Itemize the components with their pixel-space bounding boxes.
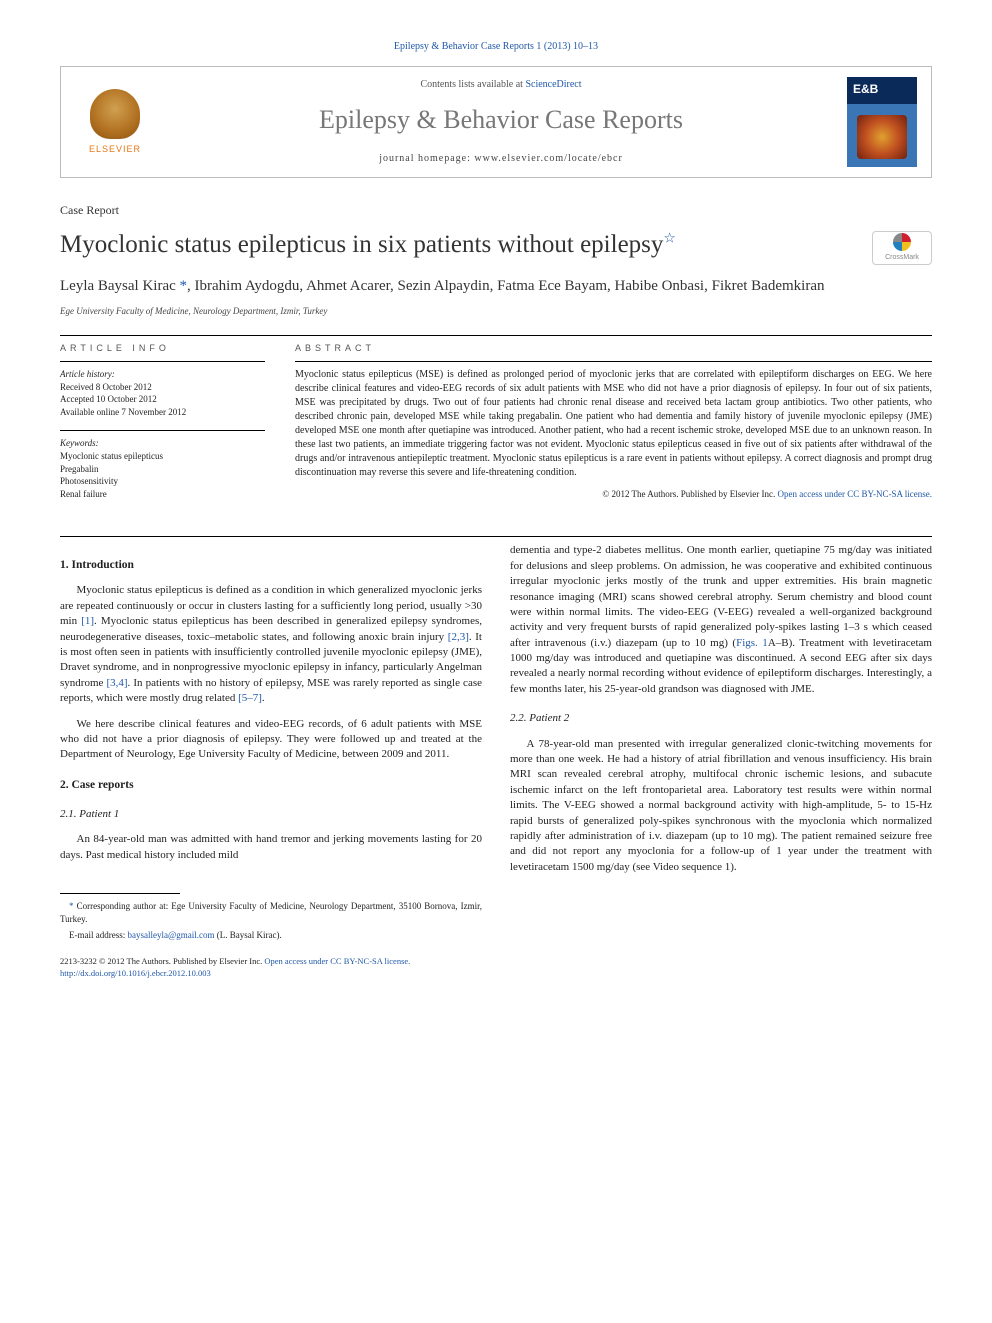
cover-badge: E&B [853,81,878,98]
divider [60,335,932,336]
paragraph: An 84-year-old man was admitted with han… [60,832,482,863]
email-suffix: (L. Baysal Kirac). [215,930,282,940]
keyword: Pregabalin [60,463,265,476]
section-heading: 2. Case reports [60,777,482,793]
abstract-head: ABSTRACT [295,342,932,355]
abstract-column: ABSTRACT Myoclonic status epilepticus (M… [295,342,932,512]
crossmark-icon [893,233,911,251]
cc-license-link[interactable]: Open access under CC BY-NC-SA license. [778,489,932,499]
keywords-label: Keywords: [60,437,265,450]
article-info-head: ARTICLE INFO [60,342,265,355]
paragraph: dementia and type-2 diabetes mellitus. O… [510,543,932,697]
elsevier-logo[interactable]: ELSEVIER [75,82,155,162]
keyword: Photosensitivity [60,475,265,488]
journal-cover-thumbnail[interactable]: E&B [847,77,917,167]
copyright-text: © 2012 The Authors. Published by Elsevie… [602,489,777,499]
asterisk-icon: * [69,901,74,911]
received-date: Received 8 October 2012 [60,381,265,394]
doi-link[interactable]: http://dx.doi.org/10.1016/j.ebcr.2012.10… [60,968,211,978]
footnote-rule [60,893,180,894]
journal-citation[interactable]: Epilepsy & Behavior Case Reports 1 (2013… [60,40,932,54]
figure-link[interactable]: Figs. 1 [736,637,768,649]
keyword: Myoclonic status epilepticus [60,450,265,463]
open-access-star-icon[interactable]: ☆ [663,231,676,246]
affiliation: Ege University Faculty of Medicine, Neur… [60,305,932,318]
corresponding-footnote: * Corresponding author at: Ege Universit… [60,900,482,925]
paragraph: We here describe clinical features and v… [60,717,482,763]
crossmark-badge[interactable]: CrossMark [872,231,932,265]
right-column: dementia and type-2 diabetes mellitus. O… [510,543,932,979]
divider [295,361,932,362]
divider [60,430,265,431]
left-column: 1. Introduction Myoclonic status epilept… [60,543,482,979]
homepage-line: journal homepage: www.elsevier.com/locat… [175,152,827,166]
email-label: E-mail address: [69,930,127,940]
section-heading: 1. Introduction [60,557,482,573]
history-label: Article history: [60,368,265,381]
online-date: Available online 7 November 2012 [60,406,265,419]
article-type: Case Report [60,202,932,219]
elsevier-text: ELSEVIER [89,143,141,156]
elsevier-tree-icon [90,89,140,139]
homepage-url[interactable]: www.elsevier.com/locate/ebcr [474,153,622,164]
contents-line: Contents lists available at ScienceDirec… [175,78,827,92]
citation-link[interactable]: [5–7] [238,692,262,704]
subsection-heading: 2.2. Patient 2 [510,711,932,726]
copyright-line: © 2012 The Authors. Published by Elsevie… [295,488,932,501]
issn-copyright: 2213-3232 © 2012 The Authors. Published … [60,956,264,966]
keyword: Renal failure [60,488,265,501]
crossmark-label: CrossMark [885,253,919,263]
bottom-meta: 2213-3232 © 2012 The Authors. Published … [60,956,482,980]
divider [60,361,265,362]
paragraph: Myoclonic status epilepticus is defined … [60,583,482,706]
subsection-heading: 2.1. Patient 1 [60,807,482,822]
sciencedirect-link[interactable]: ScienceDirect [525,79,581,90]
journal-banner: ELSEVIER Contents lists available at Sci… [60,66,932,178]
email-footnote: E-mail address: baysalleyla@gmail.com (L… [60,929,482,942]
divider [60,536,932,537]
accepted-date: Accepted 10 October 2012 [60,393,265,406]
author-list: Leyla Baysal Kirac *, Ibrahim Aydogdu, A… [60,276,932,297]
article-info-column: ARTICLE INFO Article history: Received 8… [60,342,265,512]
paragraph: A 78-year-old man presented with irregul… [510,737,932,876]
authors-rest: , Ibrahim Aydogdu, Ahmet Acarer, Sezin A… [187,278,824,294]
title-text: Myoclonic status epilepticus in six pati… [60,231,663,258]
keywords-block: Keywords: Myoclonic status epilepticus P… [60,437,265,500]
homepage-prefix: journal homepage: [379,153,474,164]
corresponding-asterisk-icon[interactable]: * [180,278,188,294]
contents-prefix: Contents lists available at [420,79,525,90]
email-link[interactable]: baysalleyla@gmail.com [127,930,214,940]
article-title: Myoclonic status epilepticus in six pati… [60,227,852,262]
citation-link[interactable]: [3,4] [106,677,127,689]
article-history: Article history: Received 8 October 2012… [60,368,265,418]
citation-link[interactable]: [1] [81,615,94,627]
author: Leyla Baysal Kirac [60,278,176,294]
abstract-text: Myoclonic status epilepticus (MSE) is de… [295,368,932,480]
cc-license-link[interactable]: Open access under CC BY-NC-SA license. [264,956,410,966]
citation-link[interactable]: [2,3] [448,631,469,643]
journal-name: Epilepsy & Behavior Case Reports [175,102,827,138]
